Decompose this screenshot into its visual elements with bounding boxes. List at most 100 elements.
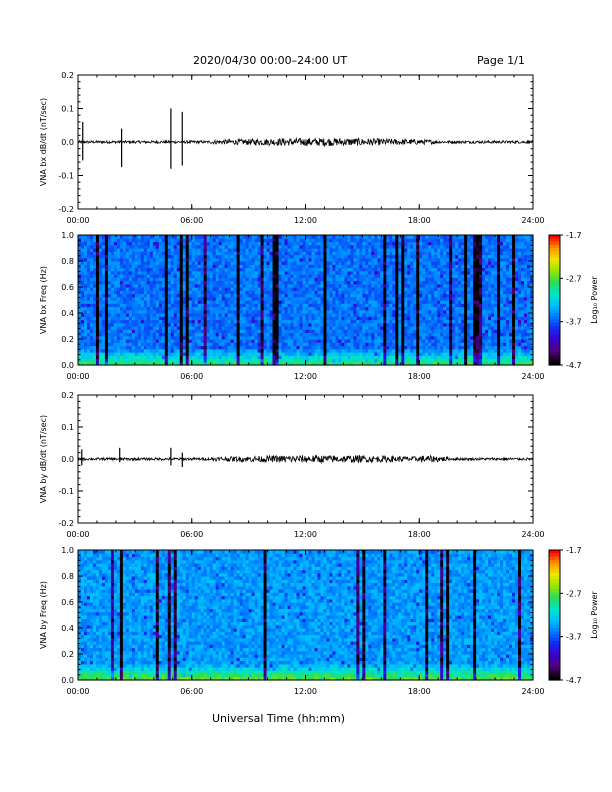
heatmap-cell [323,280,328,285]
heatmap-cell [329,329,334,334]
heatmap-cell [359,319,363,324]
heatmap-cell [215,322,220,327]
heatmap-cell [344,326,348,330]
heatmap-cell [251,257,256,262]
heatmap-cell [323,241,328,246]
heatmap-cell [122,280,127,285]
heatmap-cell [176,296,181,301]
heatmap-cell [149,290,154,295]
heatmap-cell [122,300,127,304]
heatmap-cell [320,319,325,324]
x-tick-label: 18:00 [408,216,431,225]
heatmap-cell [335,335,340,340]
heatmap-cell [152,264,157,269]
heatmap-cell [149,329,154,334]
heatmap-cell [224,257,229,262]
heatmap-cell [149,267,154,272]
heatmap-cell [167,274,172,278]
heatmap-cell [86,270,91,275]
heatmap-cell [167,290,172,295]
heatmap-cell [269,306,274,311]
heatmap-cell [323,267,328,272]
heatmap-cell [188,306,193,311]
heatmap-cell [254,244,259,249]
x-tick-label: 06:00 [180,216,203,225]
heatmap-cell [332,306,337,311]
heatmap-cell [287,345,292,350]
heatmap-cell [143,257,148,262]
heatmap-cell [365,267,369,272]
heatmap-cell [221,361,226,366]
heatmap-cell [206,280,211,285]
heatmap-cell [197,361,202,366]
heatmap-cell [341,326,346,330]
heatmap-cell [80,261,85,265]
heatmap-cell [110,261,115,265]
heatmap-cell [257,300,262,304]
heatmap-cell [89,309,94,314]
heatmap-cell [224,248,229,252]
heatmap-cell [203,329,208,334]
heatmap-cell [107,264,112,269]
heatmap-cell [335,316,340,321]
heatmap-cell [134,264,139,269]
heatmap-cell [188,322,193,327]
heatmap-cell [332,313,337,317]
heatmap-cell [347,290,351,295]
heatmap-cell [302,326,307,330]
heatmap-cell [272,352,277,356]
heatmap-cell [185,296,190,301]
heatmap-cell [272,300,277,304]
heatmap-cell [182,280,187,285]
heatmap-cell [218,277,223,282]
heatmap-cell [305,322,310,327]
heatmap-cell [323,270,328,275]
heatmap-cell [287,267,292,272]
heatmap-cell [122,316,127,321]
heatmap-cell [233,235,238,239]
heatmap-cell [194,313,199,317]
heatmap-cell [314,322,319,327]
heatmap-cell [236,290,241,295]
heatmap-cell [137,348,142,353]
heatmap-cell [329,358,334,363]
heatmap-cell [320,358,325,363]
heatmap-cell [152,270,157,275]
heatmap-cell [350,339,354,343]
heatmap-cell [89,313,94,317]
heatmap-cell [368,355,372,360]
heatmap-cell [341,332,346,337]
heatmap-cell [179,267,184,272]
heatmap-cell [251,316,256,321]
heatmap-cell [80,342,85,347]
heatmap-cell [329,238,334,243]
heatmap-cell [131,261,136,265]
heatmap-cell [350,290,354,295]
heatmap-cell [329,326,334,330]
heatmap-cell [113,339,118,343]
heatmap-cell [200,345,205,350]
heatmap-cell [137,339,142,343]
heatmap-cell [146,270,151,275]
heatmap-cell [332,335,337,340]
heatmap-cell [368,339,372,343]
heatmap-cell [137,235,142,239]
heatmap-cell [158,316,163,321]
heatmap-cell [332,277,337,282]
heatmap-cell [98,280,103,285]
heatmap-cell [275,355,280,360]
heatmap-cell [260,319,265,324]
heatmap-cell [152,335,157,340]
heatmap-cell [284,270,289,275]
heatmap-cell [266,335,271,340]
heatmap-cell [86,352,91,356]
heatmap-cell [161,345,166,350]
heatmap-cell [98,287,103,291]
heatmap-cell [110,322,115,327]
heatmap-cell [209,264,214,269]
heatmap-cell [332,345,337,350]
heatmap-cell [326,257,331,262]
heatmap-cell [83,348,88,353]
heatmap-cell [323,261,328,265]
heatmap-cell [242,257,247,262]
